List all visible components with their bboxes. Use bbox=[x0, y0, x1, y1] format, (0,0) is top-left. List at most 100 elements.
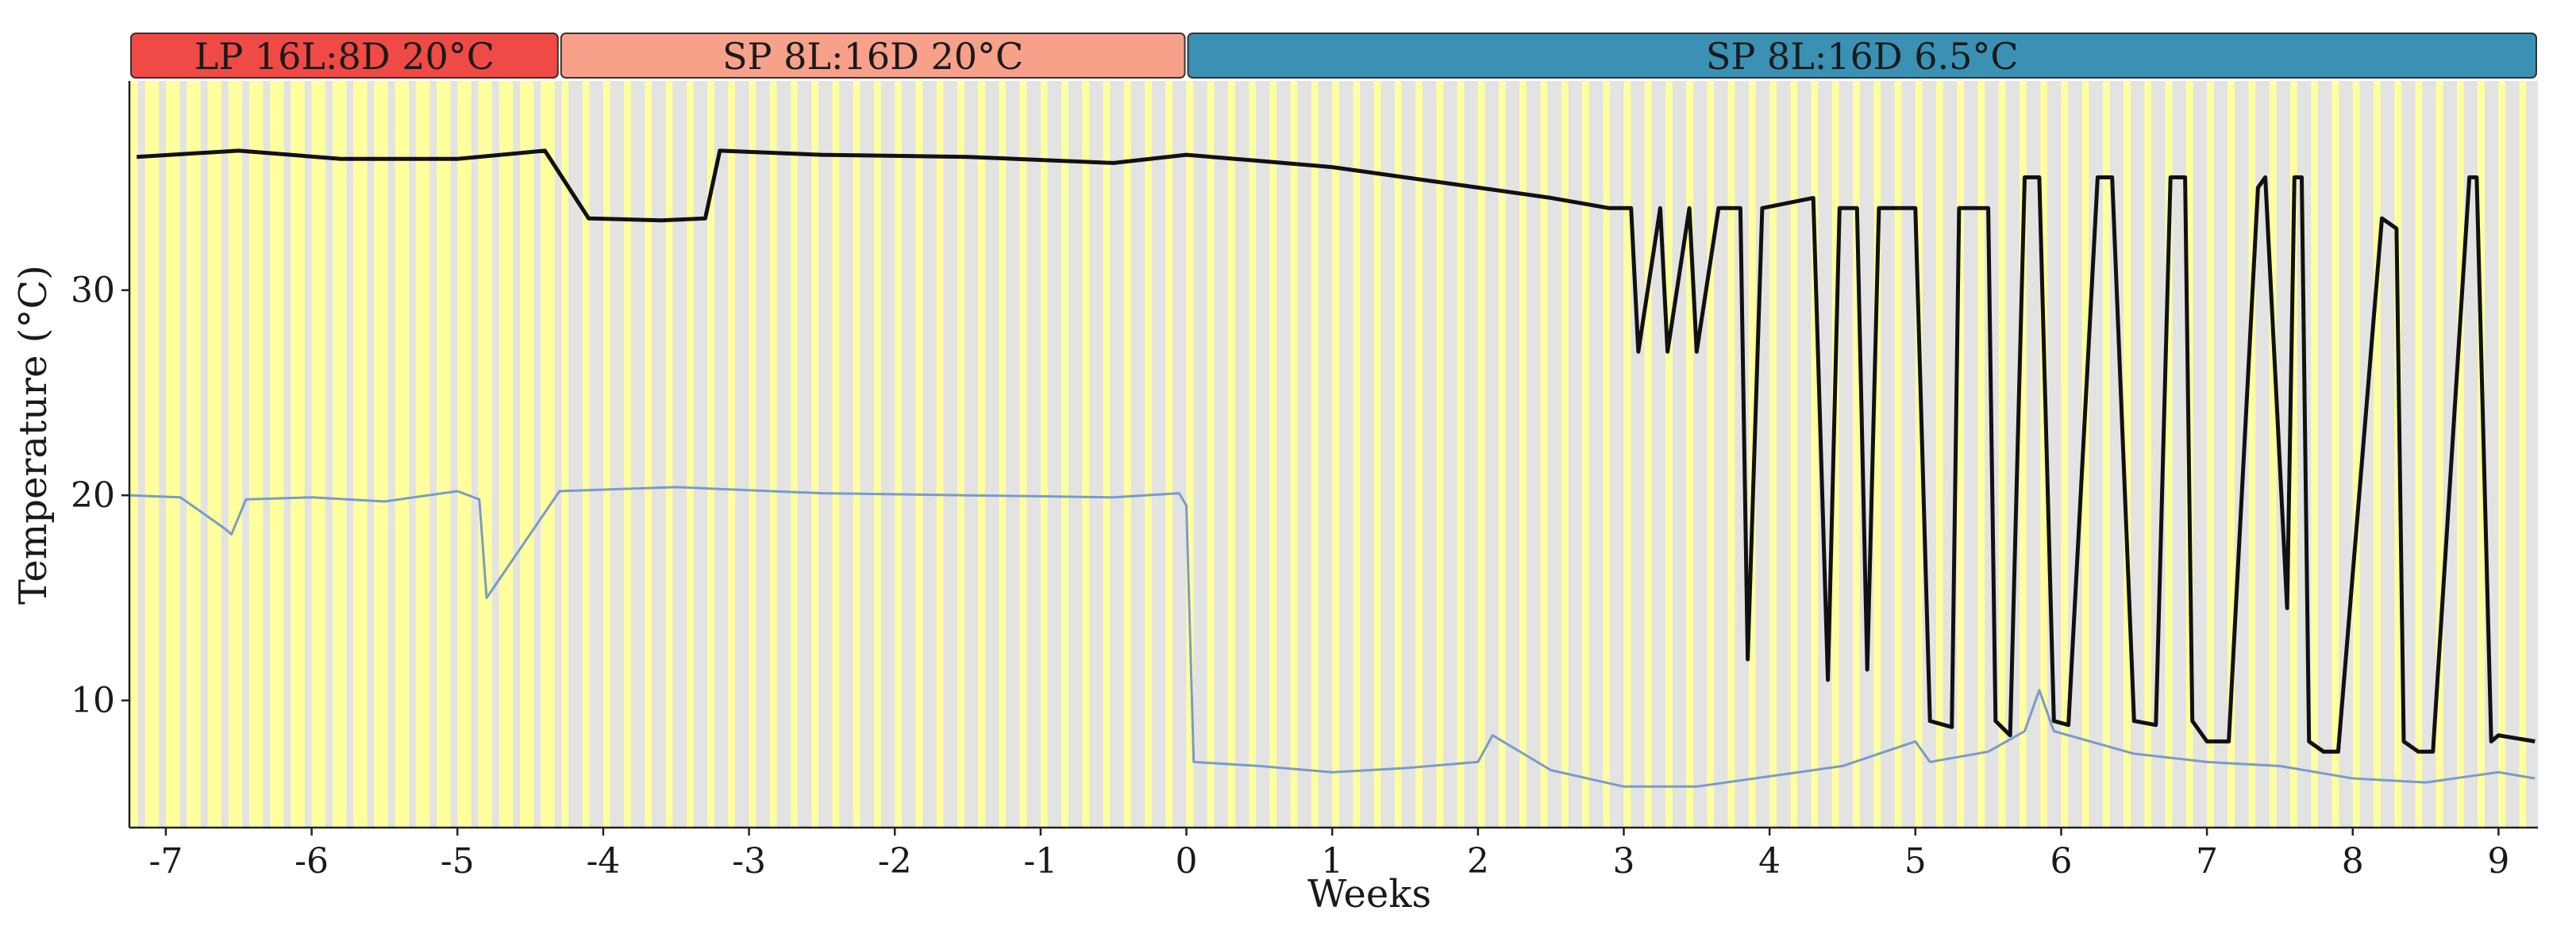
light-band-46 bbox=[1082, 81, 1090, 828]
light-band-89 bbox=[1977, 81, 1985, 828]
light-band-31 bbox=[769, 81, 777, 828]
light-band-7 bbox=[270, 81, 284, 828]
light-band-25 bbox=[645, 81, 653, 828]
light-band-115 bbox=[2519, 81, 2527, 828]
light-band-104 bbox=[2290, 81, 2297, 828]
x-tick-label-14: 7 bbox=[2196, 841, 2218, 882]
light-band-8 bbox=[291, 81, 305, 828]
light-band-13 bbox=[395, 81, 410, 828]
light-band-6 bbox=[248, 81, 264, 828]
x-tick-label-12: 5 bbox=[1904, 841, 1927, 882]
series-line-0 bbox=[137, 148, 2536, 754]
phase-label-2: SP 8L:16D 6.5°C bbox=[1706, 35, 2019, 78]
light-band-62 bbox=[1415, 81, 1423, 828]
series-line-1 bbox=[129, 486, 2536, 788]
x-axis-title: Weeks bbox=[1307, 872, 1431, 916]
light-band-42 bbox=[999, 81, 1007, 828]
light-band-1 bbox=[144, 81, 160, 828]
light-band-39 bbox=[936, 81, 944, 828]
y-tick-label-2: 30 bbox=[71, 271, 115, 311]
light-band-29 bbox=[728, 81, 736, 828]
phase-box-0 bbox=[130, 33, 559, 79]
phase-box-2 bbox=[1187, 33, 2537, 79]
light-band-68 bbox=[1540, 81, 1548, 828]
light-band-61 bbox=[1394, 81, 1402, 828]
light-band-65 bbox=[1477, 81, 1485, 828]
light-band-79 bbox=[1769, 81, 1777, 828]
x-tick-label-3: -4 bbox=[586, 841, 620, 882]
light-band-50 bbox=[1165, 81, 1173, 828]
light-band-44 bbox=[1040, 81, 1048, 828]
light-band-16 bbox=[457, 81, 472, 828]
light-band-26 bbox=[665, 81, 673, 828]
light-band-41 bbox=[978, 81, 985, 828]
light-band-98 bbox=[2165, 81, 2173, 828]
light-band-0 bbox=[129, 81, 138, 828]
light-dark-shading bbox=[129, 81, 2538, 828]
light-band-47 bbox=[1103, 81, 1111, 828]
y-axis-title: Temperature (°C) bbox=[11, 265, 56, 605]
x-tick-label-4: -3 bbox=[732, 841, 766, 882]
light-band-75 bbox=[1686, 81, 1693, 828]
light-band-2 bbox=[165, 81, 180, 828]
light-band-34 bbox=[832, 81, 840, 828]
light-band-9 bbox=[311, 81, 326, 828]
light-band-91 bbox=[2019, 81, 2027, 828]
light-band-105 bbox=[2311, 81, 2319, 828]
light-band-81 bbox=[1811, 81, 1819, 828]
light-band-82 bbox=[1831, 81, 1839, 828]
light-band-35 bbox=[853, 81, 861, 828]
light-band-86 bbox=[1915, 81, 1923, 828]
light-band-14 bbox=[415, 81, 430, 828]
light-band-97 bbox=[2144, 81, 2152, 828]
light-band-24 bbox=[624, 81, 631, 828]
light-band-112 bbox=[2456, 81, 2464, 828]
light-band-23 bbox=[603, 81, 610, 828]
light-band-40 bbox=[957, 81, 965, 828]
light-band-87 bbox=[1936, 81, 1943, 828]
light-band-76 bbox=[1707, 81, 1715, 828]
light-band-33 bbox=[811, 81, 818, 828]
phase-box-1 bbox=[560, 33, 1186, 79]
light-band-83 bbox=[1853, 81, 1860, 828]
light-band-85 bbox=[1894, 81, 1902, 828]
light-band-113 bbox=[2478, 81, 2485, 828]
light-band-106 bbox=[2331, 81, 2339, 828]
light-band-12 bbox=[374, 81, 388, 828]
x-tick-label-8: 1 bbox=[1321, 841, 1343, 882]
light-band-90 bbox=[1998, 81, 2006, 828]
light-band-111 bbox=[2435, 81, 2443, 828]
light-band-30 bbox=[749, 81, 757, 828]
light-band-27 bbox=[686, 81, 694, 828]
x-tick-label-13: 6 bbox=[2050, 841, 2072, 882]
light-band-70 bbox=[1582, 81, 1589, 828]
light-band-84 bbox=[1873, 81, 1881, 828]
x-tick-label-15: 8 bbox=[2342, 841, 2364, 882]
light-band-58 bbox=[1332, 81, 1339, 828]
x-tick-label-11: 4 bbox=[1758, 841, 1781, 882]
x-tick-label-1: -6 bbox=[295, 841, 329, 882]
light-band-59 bbox=[1353, 81, 1361, 828]
light-band-17 bbox=[478, 81, 492, 828]
light-band-32 bbox=[791, 81, 798, 828]
x-tick-label-6: -1 bbox=[1023, 841, 1057, 882]
light-band-18 bbox=[499, 81, 514, 828]
light-band-56 bbox=[1290, 81, 1298, 828]
phase-label-1: SP 8L:16D 20°C bbox=[722, 35, 1023, 78]
light-band-110 bbox=[2415, 81, 2423, 828]
axes: -7 -6 -5 -4 -3 -2 -1 0 1 2 3 4 5 6 7 8 9 10 20 30 bbox=[71, 81, 2538, 882]
light-band-77 bbox=[1727, 81, 1735, 828]
light-band-43 bbox=[1019, 81, 1027, 828]
light-band-73 bbox=[1644, 81, 1652, 828]
light-band-94 bbox=[2081, 81, 2089, 828]
light-band-101 bbox=[2228, 81, 2235, 828]
light-band-69 bbox=[1561, 81, 1569, 828]
light-band-4 bbox=[207, 81, 221, 828]
light-band-38 bbox=[915, 81, 923, 828]
light-band-95 bbox=[2102, 81, 2110, 828]
light-band-37 bbox=[895, 81, 902, 828]
light-band-114 bbox=[2498, 81, 2506, 828]
y-tick-label-0: 10 bbox=[71, 681, 115, 721]
light-band-48 bbox=[1123, 81, 1131, 828]
light-band-64 bbox=[1457, 81, 1465, 828]
